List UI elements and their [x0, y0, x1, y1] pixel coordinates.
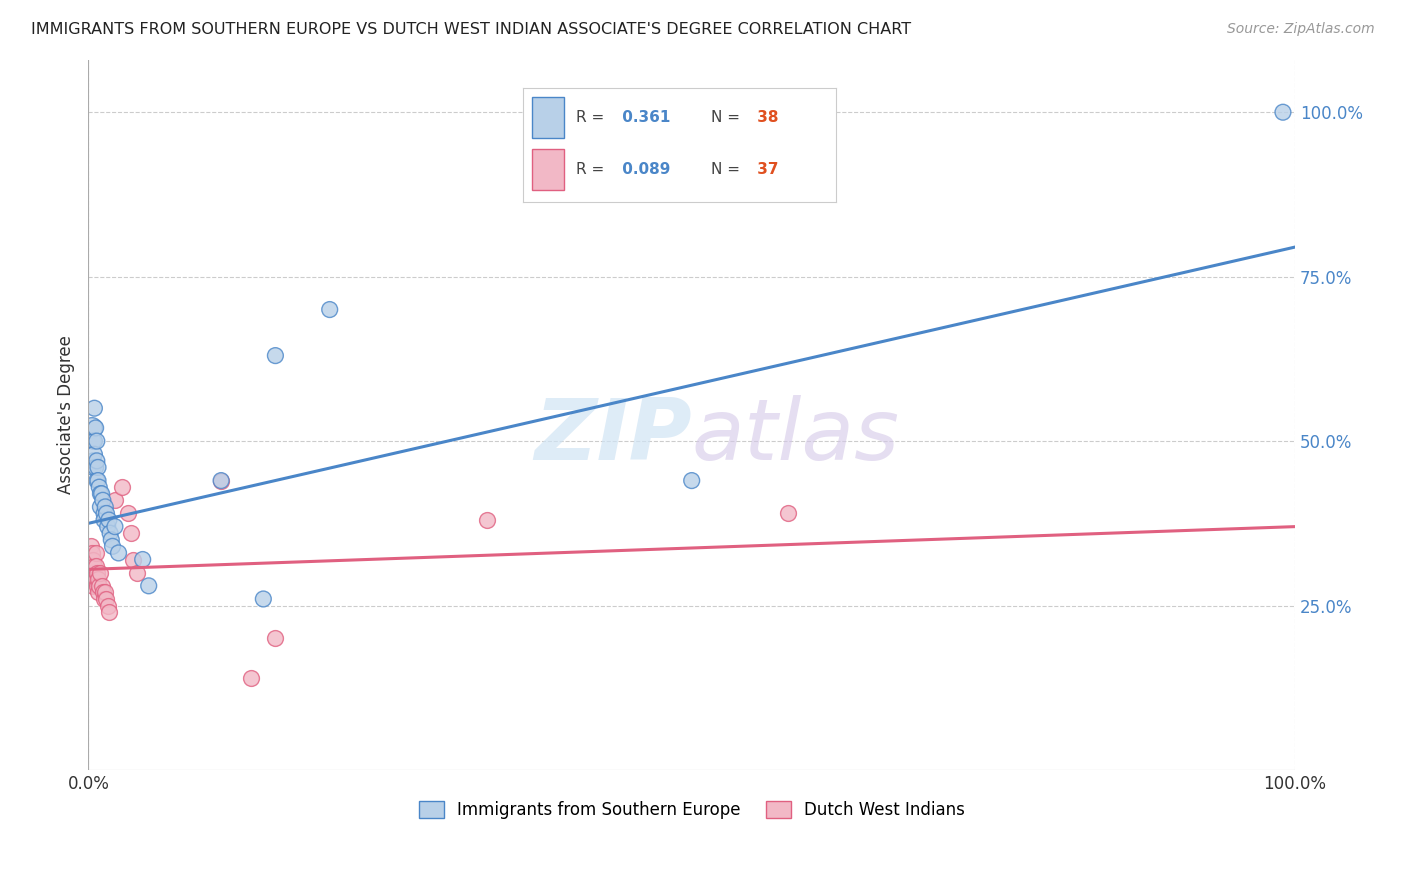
Point: [138, 579, 160, 593]
Point: [86, 566, 108, 580]
Point: [97, 513, 120, 527]
Point: [209, 474, 232, 488]
Point: [104, 519, 127, 533]
Point: [89, 500, 111, 514]
Point: [104, 493, 127, 508]
Point: [83, 434, 105, 449]
Point: [93, 591, 115, 606]
Text: Source: ZipAtlas.com: Source: ZipAtlas.com: [1227, 22, 1375, 37]
Point: [80, 552, 103, 566]
Point: [93, 513, 115, 527]
Text: IMMIGRANTS FROM SOUTHERN EUROPE VS DUTCH WEST INDIAN ASSOCIATE'S DEGREE CORRELAT: IMMIGRANTS FROM SOUTHERN EUROPE VS DUTCH…: [31, 22, 911, 37]
Point: [97, 599, 120, 613]
Point: [83, 401, 105, 416]
Point: [117, 507, 139, 521]
Point: [98, 526, 121, 541]
Point: [107, 546, 129, 560]
Point: [80, 546, 103, 560]
Point: [264, 349, 287, 363]
Point: [240, 671, 263, 685]
Point: [82, 566, 104, 580]
Point: [82, 454, 104, 468]
Text: ZIP: ZIP: [534, 394, 692, 477]
Point: [89, 566, 111, 580]
Point: [89, 487, 111, 501]
Point: [681, 474, 703, 488]
Point: [87, 474, 110, 488]
Point: [84, 572, 107, 586]
Point: [93, 507, 115, 521]
Point: [111, 480, 134, 494]
Point: [122, 552, 145, 566]
Point: [94, 585, 117, 599]
Point: [101, 540, 124, 554]
Point: [83, 447, 105, 461]
Y-axis label: Associate's Degree: Associate's Degree: [58, 335, 75, 494]
Point: [90, 487, 112, 501]
Point: [84, 421, 107, 435]
Text: atlas: atlas: [692, 394, 900, 477]
Point: [120, 526, 142, 541]
Point: [125, 566, 148, 580]
Point: [84, 460, 107, 475]
Point: [90, 579, 112, 593]
Point: [1271, 105, 1294, 120]
Point: [131, 552, 153, 566]
Point: [83, 572, 105, 586]
Point: [86, 579, 108, 593]
Point: [86, 474, 108, 488]
Point: [475, 513, 498, 527]
Point: [80, 572, 103, 586]
Point: [91, 493, 114, 508]
Point: [84, 559, 107, 574]
Point: [87, 460, 110, 475]
Point: [264, 632, 287, 646]
Point: [100, 533, 122, 547]
Point: [318, 302, 340, 317]
Point: [80, 540, 103, 554]
Point: [82, 434, 104, 449]
Point: [82, 579, 104, 593]
Point: [97, 519, 120, 533]
Point: [86, 454, 108, 468]
Point: [82, 552, 104, 566]
Legend: Immigrants from Southern Europe, Dutch West Indians: Immigrants from Southern Europe, Dutch W…: [412, 794, 972, 826]
Point: [87, 572, 110, 586]
Point: [778, 507, 800, 521]
Point: [80, 559, 103, 574]
Point: [86, 434, 108, 449]
Point: [96, 507, 118, 521]
Point: [91, 585, 114, 599]
Point: [84, 546, 107, 560]
Point: [82, 460, 104, 475]
Point: [80, 421, 103, 435]
Point: [83, 559, 105, 574]
Point: [209, 474, 232, 488]
Point: [87, 585, 110, 599]
Point: [94, 500, 117, 514]
Point: [89, 480, 111, 494]
Point: [89, 579, 111, 593]
Point: [96, 591, 118, 606]
Point: [97, 605, 120, 619]
Point: [252, 591, 274, 606]
